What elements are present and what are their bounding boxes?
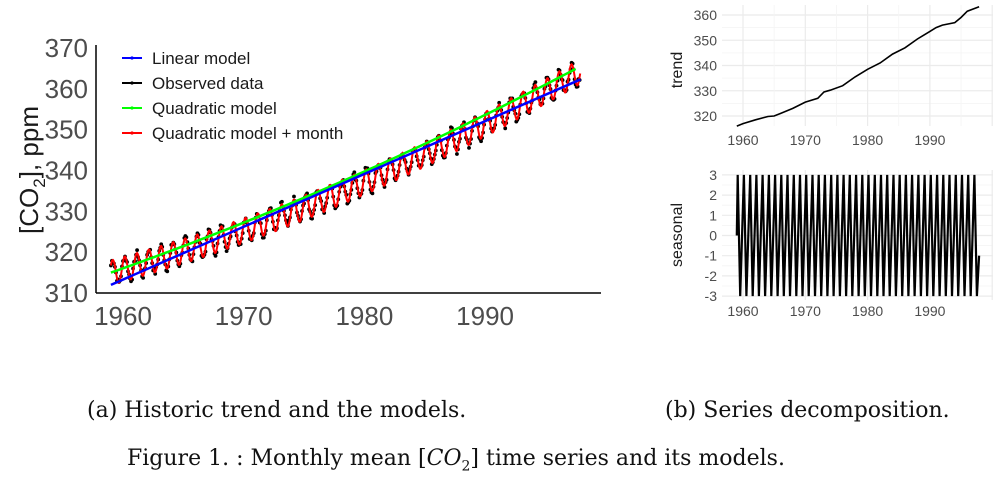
seasonal-y-tick-label: 0 [709, 228, 717, 244]
legend-marker [130, 131, 134, 135]
figure-caption-suffix: ] time series and its models. [470, 446, 785, 471]
seasonal-x-tick-label: 1970 [790, 303, 821, 319]
x-tick-label: 1960 [94, 301, 152, 331]
observed-point [165, 269, 170, 274]
seasonal-y-tick-label: 3 [709, 167, 717, 183]
trend-y-tick-label: 320 [694, 108, 718, 124]
figure-caption-var: CO [426, 446, 462, 471]
legend-label: Quadratic model [152, 99, 277, 118]
x-tick-label: 1980 [335, 301, 393, 331]
seasonal-y-tick-label: 2 [709, 187, 717, 203]
panel-a-chart: 310 320 330 340 350 360 370 1960 1970 1980 1990 [… [14, 33, 601, 331]
observed-point [135, 248, 139, 253]
observed-point [280, 199, 284, 204]
y-tick-label: 370 [45, 33, 88, 63]
y-tick-label: 320 [45, 237, 88, 267]
figure-caption-sub: 2 [461, 458, 471, 475]
trend-x-tick-label: 1970 [790, 132, 821, 148]
observed-point [467, 146, 471, 150]
observed-point [292, 194, 296, 199]
seasonal-x-tick-label: 1960 [727, 303, 758, 319]
observed-point [455, 152, 459, 156]
observed-point [479, 139, 483, 144]
seasonal-axis-label: seasonal [669, 203, 686, 267]
seasonal-y-tick-label: -3 [705, 288, 718, 304]
seasonal-x-tick-label: 1980 [852, 303, 883, 319]
trend-y-tick-label: 340 [694, 58, 718, 74]
trend-y-tick-label: 360 [694, 7, 718, 23]
trend-y-tick-label: 330 [694, 83, 718, 99]
observed-point [503, 126, 508, 131]
seasonal-y-tick-label: 1 [709, 207, 717, 223]
observed-point [352, 170, 357, 175]
observed-point [533, 80, 538, 85]
seasonal-line [735, 174, 981, 297]
seasonal-y-tick-label: -2 [705, 268, 718, 284]
caption-a: (a) Historic trend and the models. [87, 398, 467, 423]
y-tick-label: 360 [45, 74, 88, 104]
y-tick-label: 350 [45, 115, 88, 145]
trend-axis-label: trend [669, 52, 686, 88]
x-tick-label: 1970 [215, 301, 273, 331]
trend-x-tick-label: 1990 [914, 132, 945, 148]
legend-marker [130, 81, 134, 85]
observed-point [213, 253, 218, 258]
x-tick-label: 1990 [456, 301, 514, 331]
figure-caption: Figure 1. : Monthly mean [CO2] time seri… [127, 446, 785, 474]
y-tick-label: 330 [45, 196, 88, 226]
legend-marker [130, 106, 134, 110]
y-tick-label: 340 [45, 156, 88, 186]
observed-point [370, 191, 375, 196]
panel-b-trend-chart: 320 330 340 350 360 1960 1970 1980 1990 trend [669, 5, 993, 148]
trend-line [736, 5, 980, 127]
y-axis-label: [CO2], ppm [14, 106, 49, 234]
observed-point [497, 100, 502, 105]
observed-point [141, 275, 146, 280]
legend-label: Linear model [152, 49, 250, 68]
quadratic-model-line [110, 67, 577, 274]
trend-y-tick-label: 350 [694, 32, 718, 48]
seasonal-x-tick-label: 1990 [914, 303, 945, 319]
legend: Linear model Observed data Quadratic model… [122, 49, 343, 143]
legend-label: Quadratic model + month [152, 124, 343, 143]
legend-marker [130, 56, 134, 60]
trend-x-tick-label: 1980 [852, 132, 883, 148]
caption-b: (b) Series decomposition. [665, 398, 950, 423]
legend-label: Observed data [152, 74, 264, 93]
seasonal-y-tick-label: -1 [705, 248, 718, 264]
figure-caption-prefix: Figure 1. : Monthly mean [ [127, 446, 427, 471]
panel-b-seasonal-chart: 3 2 1 0 -1 -2 -3 1960 1970 1980 1990 seasonal [669, 167, 993, 319]
trend-x-tick-label: 1960 [727, 132, 758, 148]
linear-model-line [110, 78, 581, 286]
y-tick-label: 310 [45, 278, 88, 308]
